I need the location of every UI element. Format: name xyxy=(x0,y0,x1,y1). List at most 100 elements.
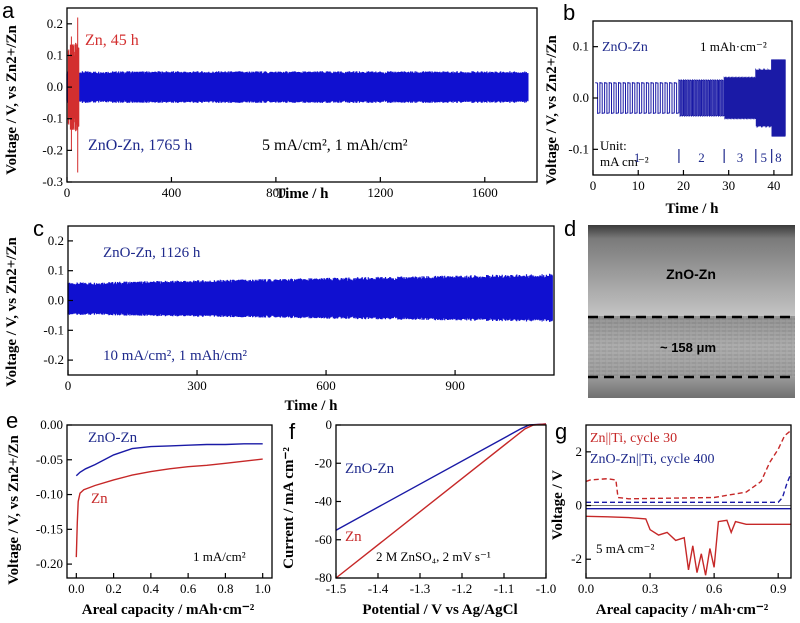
x-tick-label: 0.6 xyxy=(180,581,197,596)
y-tick-label: -80 xyxy=(315,570,332,585)
x-tick-label: 800 xyxy=(266,185,286,200)
panel-a-axes: 0 400 800 1200 1600 -0.3 -0.2 -0.1 0.0 0.1 0.2 xyxy=(42,16,497,200)
series-zn-trace xyxy=(67,17,80,173)
sem-label: ZnO-Zn xyxy=(666,266,716,282)
panel-c-conditions: 10 mA/cm², 1 mAh/cm² xyxy=(103,348,247,364)
panel-c-ylabel: Voltage / V, vs Zn2+/Zn xyxy=(4,237,20,387)
panel-g-data xyxy=(585,429,792,576)
sem-top-layer xyxy=(588,225,795,316)
panel-g-conditions: 5 mA cm⁻² xyxy=(596,541,655,556)
x-tick-label: -1.2 xyxy=(452,581,473,596)
x-tick-label: 0 xyxy=(64,185,71,200)
rate-label: 8 xyxy=(775,150,782,165)
y-tick-label: 0 xyxy=(576,498,583,513)
y-tick-label: -0.10 xyxy=(36,487,63,502)
panel-f-conditions: 2 M ZnSO₄, 2 mV s⁻¹ xyxy=(376,549,491,564)
panel-b-unit-value: mA cm⁻² xyxy=(600,154,649,169)
panel-e-zno-label: ZnO-Zn xyxy=(88,430,138,446)
series-zno-zn-trace xyxy=(66,71,529,103)
x-tick-label: 0.3 xyxy=(642,581,658,596)
x-tick-label: 1200 xyxy=(367,185,393,200)
y-tick-label: -20 xyxy=(315,455,332,470)
panel-c-xlabel: Time / h xyxy=(284,398,338,414)
x-tick-label: -1.0 xyxy=(536,581,557,596)
series-line xyxy=(585,515,791,576)
x-tick-label: 1.0 xyxy=(255,581,271,596)
x-tick-label: 0.0 xyxy=(68,581,84,596)
panel-b-data xyxy=(595,59,786,137)
panel-a-zn-label: Zn, 45 h xyxy=(85,32,139,49)
y-tick-label: -0.15 xyxy=(36,521,63,536)
panel-label-c: c xyxy=(33,216,44,241)
x-tick-label: 0.9 xyxy=(770,581,786,596)
series-line xyxy=(75,458,263,558)
x-tick-label: 0 xyxy=(590,178,597,193)
series-rate-test-trace xyxy=(595,59,786,137)
rate-label: 2 xyxy=(698,150,705,165)
x-tick-label: 10 xyxy=(632,178,645,193)
panel-label-a: a xyxy=(2,0,15,23)
panel-label-f: f xyxy=(289,419,296,444)
x-tick-label: -1.1 xyxy=(494,581,515,596)
y-tick-label: -0.2 xyxy=(43,352,64,367)
x-tick-label: 0.0 xyxy=(578,581,594,596)
panel-f-xlabel: Potential / V vs Ag/AgCl xyxy=(362,602,517,618)
series-zno-zn-trace xyxy=(67,273,553,322)
y-tick-label: 0.0 xyxy=(48,293,64,308)
y-tick-label: 0.2 xyxy=(47,16,63,31)
panel-g-xlabel: Areal capacity / mAh·cm⁻² xyxy=(596,602,769,618)
panel-c-label: ZnO-Zn, 1126 h xyxy=(103,245,201,261)
y-tick-label: 0.00 xyxy=(40,417,63,432)
panel-g: 0.0 0.3 0.6 0.9 -2 0 2 Zn||Ti, cycle 30 ZnO-Zn… xyxy=(550,424,792,618)
x-tick-label: 900 xyxy=(445,378,465,393)
x-tick-label: 300 xyxy=(187,378,207,393)
rate-label: 1 xyxy=(634,150,641,165)
series-line xyxy=(586,473,792,503)
x-tick-label: 0 xyxy=(65,378,72,393)
rate-label: 3 xyxy=(737,150,744,165)
panel-c-axes: 0 300 600 900 -0.2 -0.1 0.0 0.1 0.2 xyxy=(43,233,464,393)
panel-e-frame xyxy=(66,424,273,579)
panel-e-data xyxy=(75,443,263,558)
panel-c-data xyxy=(67,273,553,322)
series-line xyxy=(585,429,792,500)
x-tick-label: 40 xyxy=(767,178,780,193)
panel-g-axes: 0.0 0.3 0.6 0.9 -2 0 2 xyxy=(571,444,786,596)
y-tick-label: -0.1 xyxy=(568,141,589,156)
panel-f-ylabel: Current / mA cm⁻² xyxy=(281,447,297,569)
x-tick-label: 0.4 xyxy=(143,581,160,596)
panel-a-frame xyxy=(66,7,538,183)
panel-a-ylabel: Voltage / V, vs Zn2+/Zn xyxy=(4,25,20,175)
panel-b-label: ZnO-Zn xyxy=(602,40,648,55)
panel-b-ylabel: Voltage / V, vs Zn2+/Zn xyxy=(544,35,560,185)
panel-e-zn-label: Zn xyxy=(91,491,108,507)
y-tick-label: 2 xyxy=(576,444,583,459)
panel-f-zn-label: Zn xyxy=(345,529,362,545)
panel-a-conditions: 5 mA/cm², 1 mAh/cm² xyxy=(262,137,408,154)
y-tick-label: 0 xyxy=(326,417,333,432)
panel-a: 0 400 800 1200 1600 -0.3 -0.2 -0.1 0.0 0.1 0.2 Zn,… xyxy=(4,7,538,202)
panel-e-ylabel: Voltage / V, vs Zn2+/Zn xyxy=(6,435,22,585)
panel-e-xlabel: Areal capacity / mAh·cm⁻² xyxy=(82,602,255,618)
panel-b-capacity: 1 mAh·cm⁻² xyxy=(700,39,767,54)
x-tick-label: 0.8 xyxy=(217,581,233,596)
panel-f-zno-label: ZnO-Zn xyxy=(345,461,395,477)
panel-a-zno-label: ZnO-Zn, 1765 h xyxy=(88,137,192,154)
y-tick-label: 0.1 xyxy=(47,47,63,62)
panel-a-data xyxy=(66,17,529,173)
y-tick-label: -2 xyxy=(571,551,582,566)
panel-a-xlabel: Time / h xyxy=(275,186,329,202)
panel-label-e: e xyxy=(6,408,18,433)
panel-b-xlabel: Time / h xyxy=(665,201,719,217)
y-tick-label: 0.1 xyxy=(573,39,589,54)
panel-g-zno-label: ZnO-Zn||Ti, cycle 400 xyxy=(590,452,714,467)
panel-g-ylabel: Voltage / V xyxy=(550,470,566,540)
rate-label: 5 xyxy=(760,150,767,165)
sem-thickness: ~ 158 μm xyxy=(660,340,716,355)
x-tick-label: 30 xyxy=(722,178,735,193)
y-tick-label: -60 xyxy=(315,532,332,547)
x-tick-label: -1.5 xyxy=(326,581,347,596)
y-tick-label: 0.0 xyxy=(573,90,589,105)
